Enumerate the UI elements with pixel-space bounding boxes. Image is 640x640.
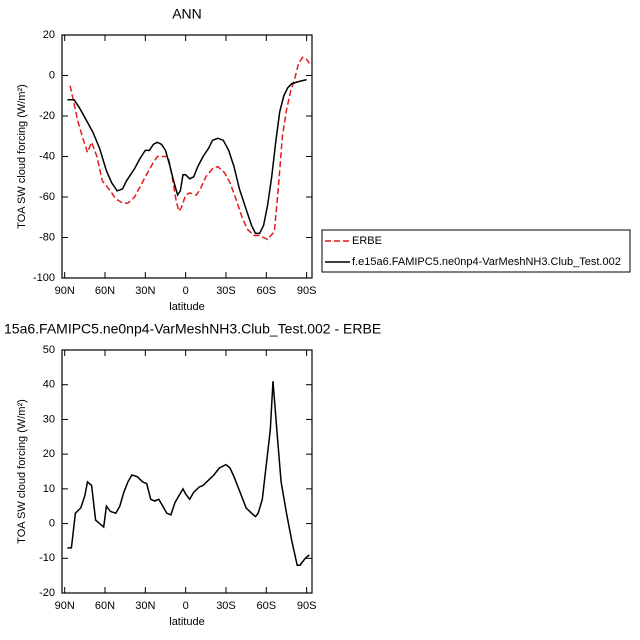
legend-label: f.e15a6.FAMIPC5.ne0np4-VarMeshNH3.Club_T… [352,256,621,268]
y-axis-label: TOA SW cloud forcing (W/m²) [16,399,28,544]
y-tick-label: -100 [33,272,55,284]
plot-frame [61,349,313,594]
x-tick-label: 90S [297,285,317,297]
x-axis-label: latitude [169,301,204,313]
x-tick-label: 90S [297,600,317,612]
y-tick-label: -10 [39,552,55,564]
y-tick-label: -40 [39,150,55,162]
data-line [67,381,310,566]
x-tick-label: 0 [183,285,189,297]
data-line [69,56,310,241]
x-tick-label: 30S [216,285,236,297]
y-tick-label: 20 [43,29,55,41]
data-line [67,78,307,235]
legend-box [321,229,631,273]
y-tick-label: 0 [49,69,55,81]
x-tick-label: 30N [135,285,155,297]
y-tick-label: 0 [49,517,55,529]
chart-title: ANN [172,6,202,22]
y-tick-label: 50 [43,344,55,356]
y-tick-label: 30 [43,413,55,425]
x-tick-label: 60N [95,285,115,297]
x-tick-label: 30S [216,600,236,612]
x-tick-label: 0 [183,600,189,612]
y-tick-label: 40 [43,379,55,391]
y-tick-label: 10 [43,483,55,495]
y-tick-label: -80 [39,231,55,243]
y-tick-label: -20 [39,587,55,599]
y-axis-label: TOA SW cloud forcing (W/m²) [16,84,28,229]
y-tick-label: -60 [39,191,55,203]
x-tick-label: 60S [257,285,277,297]
x-tick-label: 60N [95,600,115,612]
chart-title: 15a6.FAMIPC5.ne0np4-VarMeshNH3.Club_Test… [4,321,381,337]
x-tick-label: 60S [257,600,277,612]
legend-label: ERBE [352,235,382,247]
x-axis-label: latitude [169,616,204,628]
x-tick-label: 30N [135,600,155,612]
y-tick-label: -20 [39,110,55,122]
y-tick-label: 20 [43,448,55,460]
x-tick-label: 90N [55,600,75,612]
x-tick-label: 90N [55,285,75,297]
plot-frame [61,34,313,279]
